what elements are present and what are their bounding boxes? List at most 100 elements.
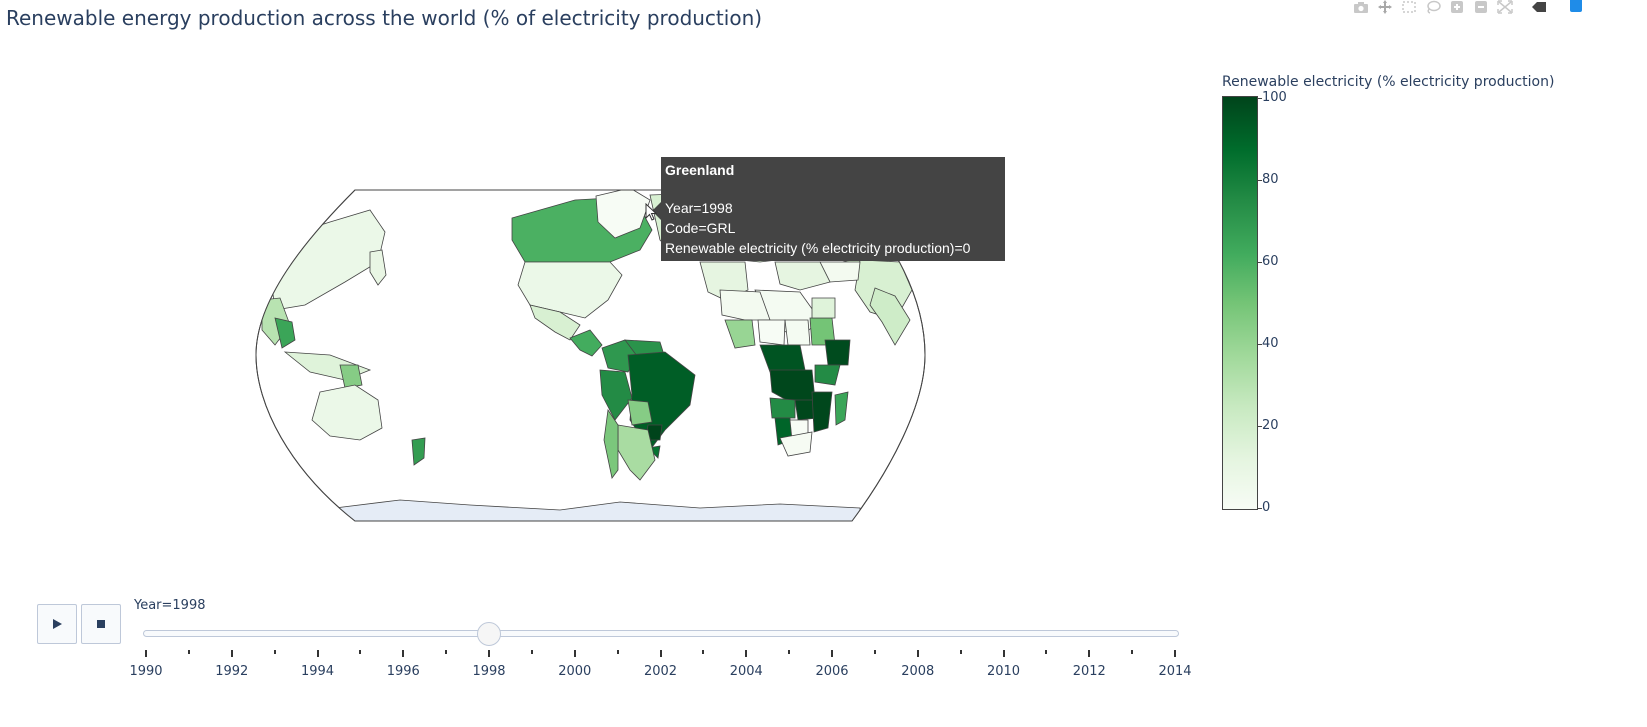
slider-tick-label[interactable]: 2012 [1072, 664, 1106, 679]
slider-tick [873, 650, 876, 654]
region-ethiopia[interactable] [824, 339, 851, 366]
lasso-icon[interactable] [1422, 0, 1444, 16]
region-egypt[interactable] [811, 297, 836, 319]
hover-tooltip: Greenland Year=1998 Code=GRL Renewable e… [661, 157, 1005, 261]
page-title: Renewable energy production across the w… [6, 6, 763, 30]
slider-tick-label[interactable]: 1992 [215, 664, 249, 679]
slider-tick [831, 650, 833, 657]
camera-icon[interactable] [1350, 0, 1372, 16]
slider-tick [1174, 650, 1176, 657]
region-india[interactable] [869, 287, 911, 346]
region-chile[interactable] [603, 408, 619, 479]
slider-tick-label[interactable]: 1994 [300, 664, 335, 679]
slider-tick-label[interactable]: 2004 [729, 664, 763, 679]
zoom-in-icon[interactable] [1446, 0, 1468, 16]
tooltip-year: Year=1998 [665, 200, 733, 216]
region-bolivia[interactable] [627, 399, 653, 426]
slider-tick [230, 650, 233, 657]
slider-tick-label[interactable]: 1990 [129, 664, 163, 679]
slider-tick-label[interactable]: 2010 [986, 664, 1021, 679]
slider-tick [659, 650, 662, 657]
region-australia[interactable] [311, 384, 383, 441]
slider-tick [788, 650, 791, 654]
region-greenland[interactable] [595, 188, 651, 239]
colorbar-tick-mark [1257, 180, 1262, 181]
region-mozambique[interactable] [811, 391, 833, 433]
play-icon [53, 619, 62, 629]
slider-tick-label[interactable]: 2002 [643, 664, 678, 679]
colorbar-tick-label: 0 [1262, 500, 1271, 515]
slider-tick-label[interactable]: 2008 [901, 664, 935, 679]
region-chad[interactable] [784, 319, 811, 346]
hover-compare-icon[interactable] [1528, 0, 1550, 16]
slider-tick [445, 650, 448, 654]
slider-tick [273, 650, 276, 654]
colorbar-tick-mark [1257, 98, 1262, 99]
region-philippines[interactable] [339, 364, 363, 389]
region-japan[interactable] [369, 249, 387, 286]
play-button[interactable] [37, 604, 77, 644]
colorbar-tick-label: 40 [1262, 336, 1279, 351]
colorbar-title: Renewable electricity (% electricity pro… [1222, 74, 1555, 90]
stop-icon [97, 620, 105, 628]
colorbar-tick-mark [1257, 262, 1262, 263]
slider-tick [1088, 650, 1091, 657]
slider-tick [488, 650, 490, 657]
slider-tick-label[interactable]: 2000 [558, 664, 592, 679]
slider-tick [959, 650, 962, 654]
slider-tick [745, 650, 748, 657]
slider-tick [359, 650, 362, 654]
colorbar-tick-label: 20 [1262, 418, 1279, 433]
slider-tick-label[interactable]: 1996 [386, 664, 420, 679]
slider-tick [702, 650, 705, 654]
region-north-africa[interactable] [719, 289, 771, 321]
slider-tick-label[interactable]: 2014 [1158, 664, 1192, 679]
region-peru[interactable] [599, 369, 633, 421]
mouse-pointer-icon [645, 203, 657, 221]
slider-tick [316, 650, 319, 657]
modebar [1350, 0, 1582, 16]
slider-tick [145, 650, 147, 657]
colorbar [1222, 96, 1258, 510]
slider-tick [1131, 650, 1134, 654]
autoscale-icon[interactable] [1494, 0, 1516, 16]
colorbar-tick-mark [1257, 508, 1262, 509]
zoom-out-icon[interactable] [1470, 0, 1492, 16]
plotly-logo[interactable] [1570, 0, 1582, 12]
tooltip-country: Greenland [665, 162, 735, 178]
slider-tick [1002, 650, 1005, 657]
colorbar-tick-label: 80 [1262, 172, 1279, 187]
slider-tick [187, 650, 190, 654]
stop-button[interactable] [81, 604, 121, 644]
region-united-states[interactable] [517, 261, 623, 319]
region-kenya[interactable] [814, 364, 841, 386]
region-central-america[interactable] [569, 329, 603, 357]
slider-tick [573, 650, 576, 657]
slider-tick-label[interactable]: 2006 [815, 664, 849, 679]
region-kazakhstan[interactable] [774, 261, 831, 291]
region-mali[interactable] [724, 319, 756, 349]
box-select-icon[interactable] [1398, 0, 1420, 16]
region-new-zealand[interactable] [411, 437, 426, 466]
slider-tick [616, 650, 619, 654]
slider-handle[interactable] [477, 622, 501, 646]
slider-rail[interactable] [143, 630, 1179, 637]
map-outline [255, 189, 926, 522]
region-vietnam[interactable] [274, 317, 296, 349]
region-mexico[interactable] [529, 304, 581, 341]
region-south-africa[interactable] [779, 431, 813, 457]
colorbar-tick-label: 60 [1262, 254, 1279, 269]
region-angola[interactable] [769, 397, 796, 419]
region-niger[interactable] [757, 319, 786, 346]
region-madagascar[interactable] [834, 391, 849, 426]
colorbar-tick-label: 100 [1262, 90, 1287, 105]
tooltip-code: Code=GRL [665, 220, 736, 236]
slider-tick [530, 650, 533, 654]
pan-icon[interactable] [1374, 0, 1396, 16]
region-antarctica[interactable] [334, 499, 861, 525]
slider-current-label: Year=1998 [134, 598, 206, 613]
slider-tick [402, 650, 405, 657]
tooltip-arrow [652, 202, 661, 220]
slider-tick-label[interactable]: 1998 [472, 664, 506, 679]
tooltip-value: Renewable electricity (% electricity pro… [665, 240, 971, 256]
